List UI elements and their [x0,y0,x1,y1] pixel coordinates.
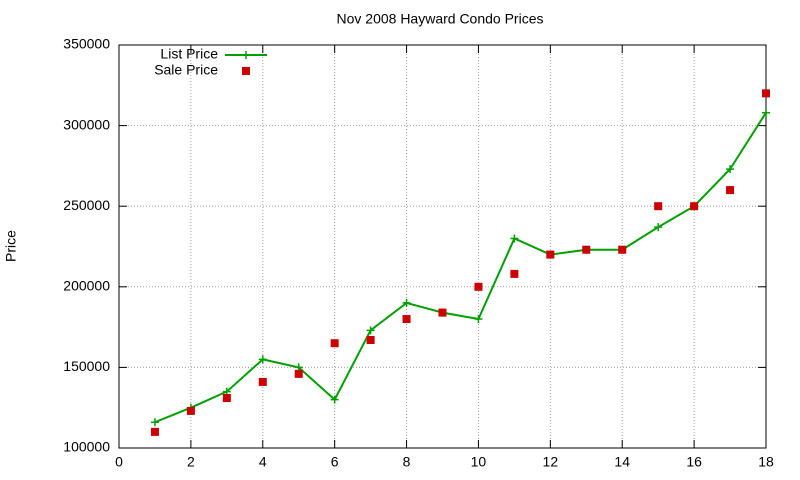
data-point [438,308,447,317]
data-point [294,369,303,378]
x-tick-label: 0 [115,454,123,470]
legend-marker [242,67,250,75]
chart-title: Nov 2008 Hayward Condo Prices [337,11,544,27]
legend-label: Sale Price [154,62,218,78]
data-point [150,427,159,436]
data-point [366,335,375,344]
x-tick-label: 2 [187,454,195,470]
legend-marker [242,51,250,59]
y-axis-label: Price [3,230,19,262]
data-point [330,395,339,404]
data-point [330,339,339,348]
data-point [186,406,195,415]
y-tick-label: 100000 [63,439,110,455]
legend-label: List Price [160,46,218,62]
data-point [402,298,411,307]
x-tick-label: 8 [403,454,411,470]
data-point [402,315,411,324]
data-point [366,326,375,335]
x-tick-label: 18 [758,454,774,470]
data-point [726,165,735,174]
data-point [582,245,591,254]
x-tick-label: 12 [543,454,559,470]
x-tick-label: 6 [331,454,339,470]
data-point [258,355,267,364]
data-point [726,186,735,195]
data-point [690,202,699,211]
y-tick-label: 300000 [63,116,110,132]
y-tick-label: 250000 [63,197,110,213]
y-tick-label: 200000 [63,278,110,294]
x-tick-label: 4 [259,454,267,470]
data-point [762,89,770,98]
data-point [654,202,663,211]
data-point [510,234,519,243]
y-tick-label: 150000 [63,358,110,374]
y-tick-label: 350000 [63,36,110,52]
data-point [762,108,770,117]
x-tick-label: 10 [471,454,487,470]
plot-border [118,44,767,449]
data-point [510,269,519,278]
data-point [654,223,663,232]
series-line [154,112,767,424]
data-point [618,245,627,254]
data-point [546,250,555,259]
data-point [474,315,483,324]
data-point [222,394,231,403]
data-point [258,377,267,386]
data-point [474,282,483,291]
data-point [150,418,159,427]
x-tick-label: 14 [614,454,630,470]
x-tick-label: 16 [686,454,702,470]
